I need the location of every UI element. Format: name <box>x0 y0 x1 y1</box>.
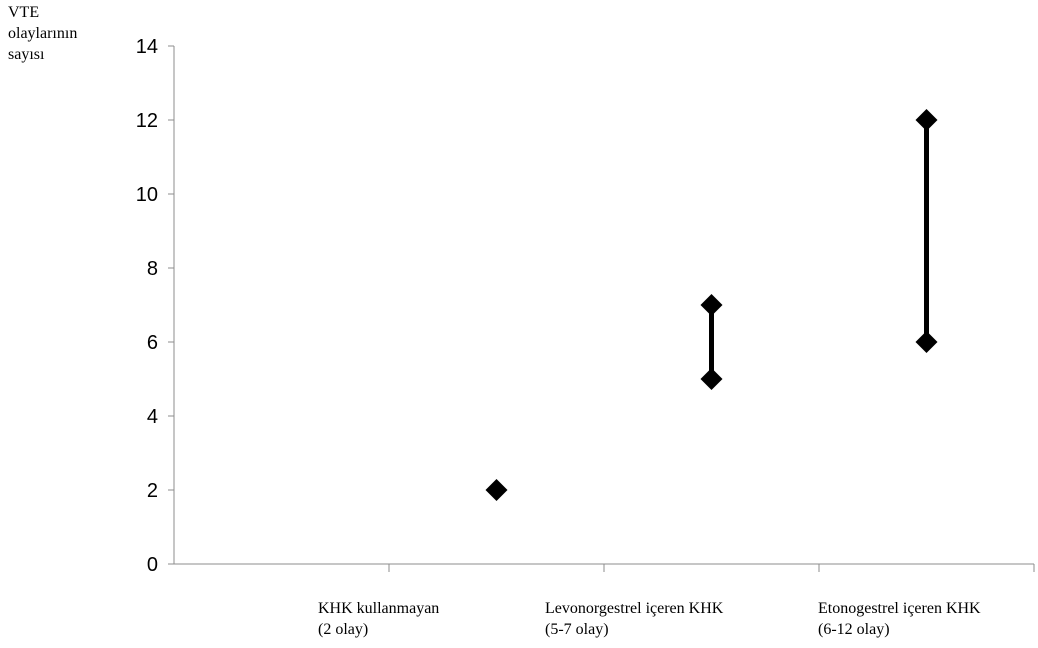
data-point-high <box>700 294 723 316</box>
category-label-levonorgestrel: Levonorgestrel içeren KHK (5-7 olay) <box>545 598 775 640</box>
category-label-khk-kullanmayan: KHK kullanmayan (2 olay) <box>318 598 548 640</box>
category-label-line-1: KHK kullanmayan <box>318 600 440 617</box>
category-label-etonogestrel: Etonogestrel içeren KHK (6-12 olay) <box>818 598 1038 640</box>
data-point-low <box>485 479 508 501</box>
y-tick-label: 10 <box>136 184 158 206</box>
y-tick-label: 6 <box>147 332 158 354</box>
data-point-high <box>915 109 938 131</box>
category-label-line-1: Levonorgestrel içeren KHK <box>545 600 724 617</box>
y-tick-label: 14 <box>136 36 158 58</box>
category-label-line-2: (2 olay) <box>318 621 369 638</box>
y-tick-label: 8 <box>147 258 158 280</box>
y-axis-title-line-1: VTE <box>8 4 40 21</box>
category-label-line-2: (5-7 olay) <box>545 621 609 638</box>
y-tick-label: 0 <box>147 554 158 576</box>
category-label-line-1: Etonogestrel içeren KHK <box>818 600 981 617</box>
y-tick-label: 4 <box>147 406 158 428</box>
y-tick-label: 2 <box>147 480 158 502</box>
y-axis-title-line-2: olaylarının <box>8 25 78 42</box>
y-axis-title: VTE olaylarının sayısı <box>8 2 118 65</box>
data-point-low <box>700 368 723 390</box>
y-axis-title-line-3: sayısı <box>8 46 45 63</box>
y-tick-label: 12 <box>136 110 158 132</box>
category-label-line-2: (6-12 olay) <box>818 621 890 638</box>
data-point-low <box>915 331 938 353</box>
